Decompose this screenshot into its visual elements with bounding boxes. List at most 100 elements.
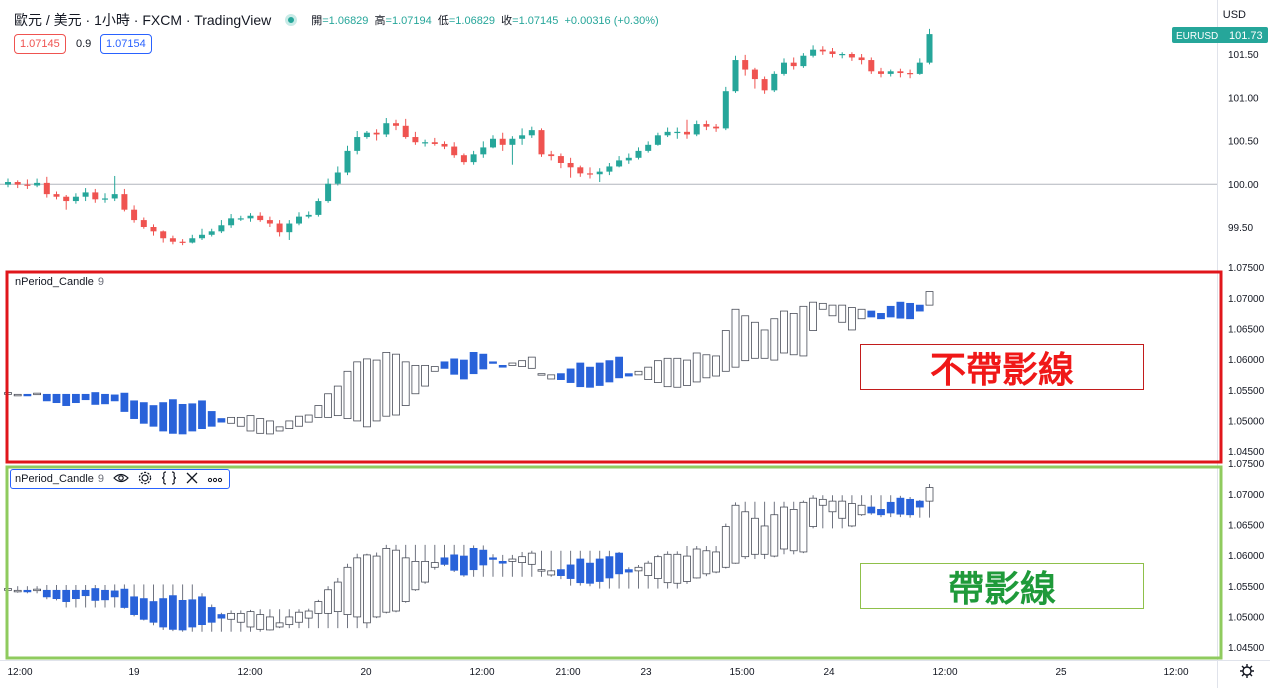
symbol-title[interactable]: 歐元 / 美元 · 1小時 · FXCM · TradingView [14,12,272,28]
indicator-candle [188,584,197,632]
main-candle [179,239,186,246]
indicator-candle [741,501,750,560]
indicator-candle [285,609,294,629]
indicator-candle [33,392,41,396]
indicator-candle [586,550,594,587]
indicator-candle [576,550,585,586]
indicator-candle [459,359,468,380]
settings-gear-icon[interactable] [1240,664,1254,678]
indicator-candle [42,585,51,600]
indicator-candle [721,523,730,569]
indicator-candle [440,361,449,369]
indicator-candle [130,584,139,617]
more-icon[interactable] [207,472,223,486]
indicator-candle [101,585,109,608]
time-tick-label: 12:00 [237,667,262,678]
indicator-candle [450,544,459,573]
indicator-candle [925,484,934,518]
indicator-candle [624,567,633,589]
indicator-candle [304,414,313,423]
indicator-candle [421,364,430,387]
time-tick-label: 23 [640,667,652,678]
indicator-candle [906,302,914,320]
indicator-candle [217,612,226,632]
indicator-2-legend[interactable]: nPeriod_Candle 9 [10,469,231,489]
main-candle [907,69,914,79]
indicator-candle [372,359,381,422]
indicator-candle [324,393,333,418]
indicator-candle [265,609,274,631]
buy-button[interactable]: 1.07154 [100,34,152,54]
indicator-candle [72,393,80,404]
close-icon[interactable] [186,472,198,487]
main-candle [470,150,477,165]
indicator-candle [353,553,362,629]
eye-icon[interactable] [113,472,129,487]
main-candle [160,230,167,243]
indicator-candle [440,544,449,567]
indicator-candle [459,544,468,577]
indicator-candle [392,544,400,613]
gear-icon[interactable] [138,471,152,488]
main-candle [528,126,535,138]
main-candle [606,162,613,176]
indicator-candle [168,399,177,434]
main-candles [5,28,933,246]
indicator-candle [915,499,924,518]
main-candle [441,141,448,150]
indicator-candle [809,495,817,529]
indicator-candle [867,310,876,318]
main-candle [742,54,749,76]
main-candle [509,136,516,165]
indicator-candle [634,564,643,589]
indicator-candle [489,361,497,364]
main-candle [839,52,846,59]
indicator-candle [751,321,759,359]
indicator-candle [265,420,274,435]
indicator-candle [333,385,342,417]
indicator-2-candles [4,484,934,632]
indicator-candle [353,361,362,422]
currency-selector[interactable]: USD [1222,9,1246,21]
indicator-candle [256,418,265,434]
indicator-candle [712,546,720,574]
price-tick-label: 1.04500 [1228,643,1265,654]
indicator-candle [430,366,439,372]
indicator-1-label[interactable]: nPeriod_Candle 9 [15,276,105,288]
indicator-candle [343,563,352,629]
main-candle [790,57,797,70]
main-candle [451,142,458,158]
time-tick-label: 20 [360,667,372,678]
indicator-candle [139,584,148,621]
indicator-candle [780,310,788,354]
indicator-candle [770,501,779,558]
indicator-candle [159,584,168,630]
indicator-candle [838,495,847,529]
ohlc-readout: 開=1.06829 高=1.07194 低=1.06829 收=1.07145 … [311,15,659,27]
indicator-candle [469,352,478,375]
indicator-candle [207,411,216,427]
chart-header: 歐元 / 美元 · 1小時 · FXCM · TradingView 開=1.0… [14,10,659,30]
main-candle [82,188,89,202]
indicator-candle [799,305,808,357]
braces-icon[interactable] [161,470,177,488]
main-candle [596,168,603,183]
indicator-candle [362,553,371,629]
indicator-candle [411,544,420,591]
indicator-candle [702,354,711,379]
sell-button[interactable]: 1.07145 [14,34,66,54]
indicator-1-candles [4,291,934,435]
indicator-candle [818,302,827,310]
main-candle [645,141,652,153]
main-candle [14,180,21,189]
indicator-candle [178,403,187,435]
indicator-candle [896,301,905,319]
indicator-candle [246,609,255,632]
main-candle [305,211,312,219]
indicator-candle [751,501,759,560]
indicator-candle [178,584,187,632]
main-candle [431,137,438,146]
indicator-candle [256,609,265,632]
indicator-candle [23,586,32,594]
